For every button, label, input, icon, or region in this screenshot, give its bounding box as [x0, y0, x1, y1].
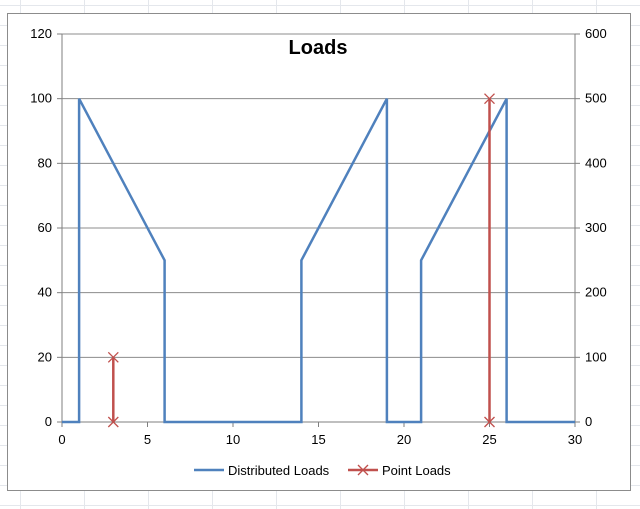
point-load-marker-1-0-b — [484, 416, 495, 428]
legend-label-0: Distributed Loads — [228, 463, 330, 478]
legend-marker-1 — [357, 464, 369, 476]
x-tick-label-15: 15 — [311, 432, 325, 447]
y2-tick-label-400: 400 — [585, 155, 607, 170]
x-tick-label-30: 30 — [568, 432, 582, 447]
loads-chart: 0 20 40 60 80 100 120 0 100 200 300 400 500 600 0 5 10 15… — [30, 26, 606, 478]
axes: 0 20 40 60 80 100 120 0 100 200 300 400 500 600 0 5 10 15… — [30, 26, 606, 447]
y-tick-label-100: 100 — [30, 91, 52, 106]
x-tick-label-0: 0 — [58, 432, 65, 447]
series-line-distributed-loads — [62, 98, 575, 424]
x-tick-label-10: 10 — [226, 432, 240, 447]
point-load-marker-1-1 — [484, 93, 495, 105]
y-tick-label-80: 80 — [38, 155, 52, 170]
legend-marker-1-b — [357, 464, 369, 476]
y2-tick-label-500: 500 — [585, 91, 607, 106]
point-load-marker-0-0-b — [107, 416, 119, 428]
point-load-marker-0-0 — [107, 416, 119, 428]
point-load-marker-1-0 — [484, 416, 495, 428]
chart-area[interactable]: 0 20 40 60 80 100 120 0 100 200 300 400 500 600 0 5 10 15… — [7, 13, 631, 491]
point-load-marker-0-1 — [107, 351, 119, 363]
x-tick-label-5: 5 — [144, 432, 151, 447]
y2-tick-label-0: 0 — [585, 414, 592, 429]
y2-tick-label-600: 600 — [585, 26, 607, 41]
y-tick-label-20: 20 — [38, 349, 52, 364]
y-tick-label-120: 120 — [30, 26, 52, 41]
y2-tick-label-100: 100 — [585, 349, 607, 364]
y-tick-label-40: 40 — [38, 285, 52, 300]
chart-title: Loads — [289, 37, 348, 59]
x-tick-label-25: 25 — [482, 432, 496, 447]
y-tick-label-60: 60 — [38, 220, 52, 235]
gridlines — [62, 33, 575, 358]
point-load-marker-0-1-b — [107, 351, 119, 363]
legend-label-1: Point Loads — [382, 463, 451, 478]
plot-series — [62, 93, 575, 428]
point-load-marker-1-1-b — [484, 93, 495, 105]
y2-tick-label-200: 200 — [585, 285, 607, 300]
y-tick-label-0: 0 — [45, 414, 52, 429]
y2-tick-label-300: 300 — [585, 220, 607, 235]
legend: Distributed Loads Point Loads — [194, 463, 451, 478]
x-tick-label-20: 20 — [397, 432, 411, 447]
